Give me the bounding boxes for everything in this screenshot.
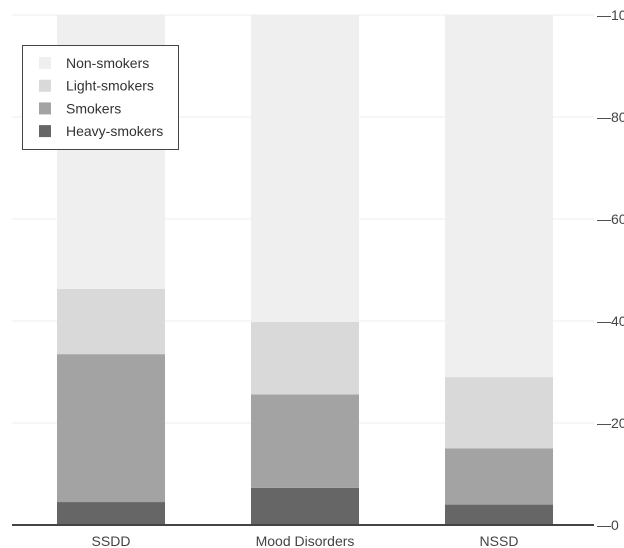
y-tick-label: —80 — [597, 109, 624, 125]
x-axis-labels: SSDD Mood Disorders NSSD — [92, 533, 519, 548]
bar-ssdd-smokers — [57, 354, 165, 503]
y-tick-label: —20 — [597, 415, 624, 431]
y-tick-label: —60 — [597, 211, 624, 227]
bar-mood-disorders-light-smokers — [251, 322, 359, 395]
legend-label-non-smokers: Non-smokers — [66, 55, 149, 71]
legend-label-smokers: Smokers — [66, 100, 121, 116]
bar-ssdd-heavy-smokers — [57, 502, 165, 525]
bar-mood-disorders-smokers — [251, 394, 359, 488]
legend-swatch-light-smokers — [39, 79, 51, 92]
bar-nssd-heavy-smokers — [445, 504, 553, 525]
bar-nssd-smokers — [445, 448, 553, 505]
y-tick-label: —40 — [597, 313, 624, 329]
legend-label-light-smokers: Light-smokers — [66, 78, 154, 94]
bar-nssd-non-smokers — [445, 15, 553, 378]
y-tick-label: —0 — [597, 517, 619, 533]
bar-mood-disorders-heavy-smokers — [251, 487, 359, 525]
bar-ssdd-light-smokers — [57, 288, 165, 355]
y-axis-ticks: —0 —20 —40 —60 —80 —100 — [597, 7, 624, 533]
x-tick-label: SSDD — [92, 533, 131, 548]
legend-swatch-non-smokers — [39, 57, 51, 69]
x-tick-label: Mood Disorders — [256, 533, 355, 548]
x-tick-label: NSSD — [480, 533, 519, 548]
legend-label-heavy-smokers: Heavy-smokers — [66, 123, 163, 139]
y-tick-label: —100 — [597, 7, 624, 23]
bar-mood-disorders-non-smokers — [251, 15, 359, 323]
legend: Non-smokers Light-smokers Smokers Heavy-smo… — [22, 45, 179, 150]
legend-swatch-heavy-smokers — [39, 125, 51, 138]
bar-nssd-light-smokers — [445, 377, 553, 449]
legend-swatch-smokers — [39, 102, 51, 115]
